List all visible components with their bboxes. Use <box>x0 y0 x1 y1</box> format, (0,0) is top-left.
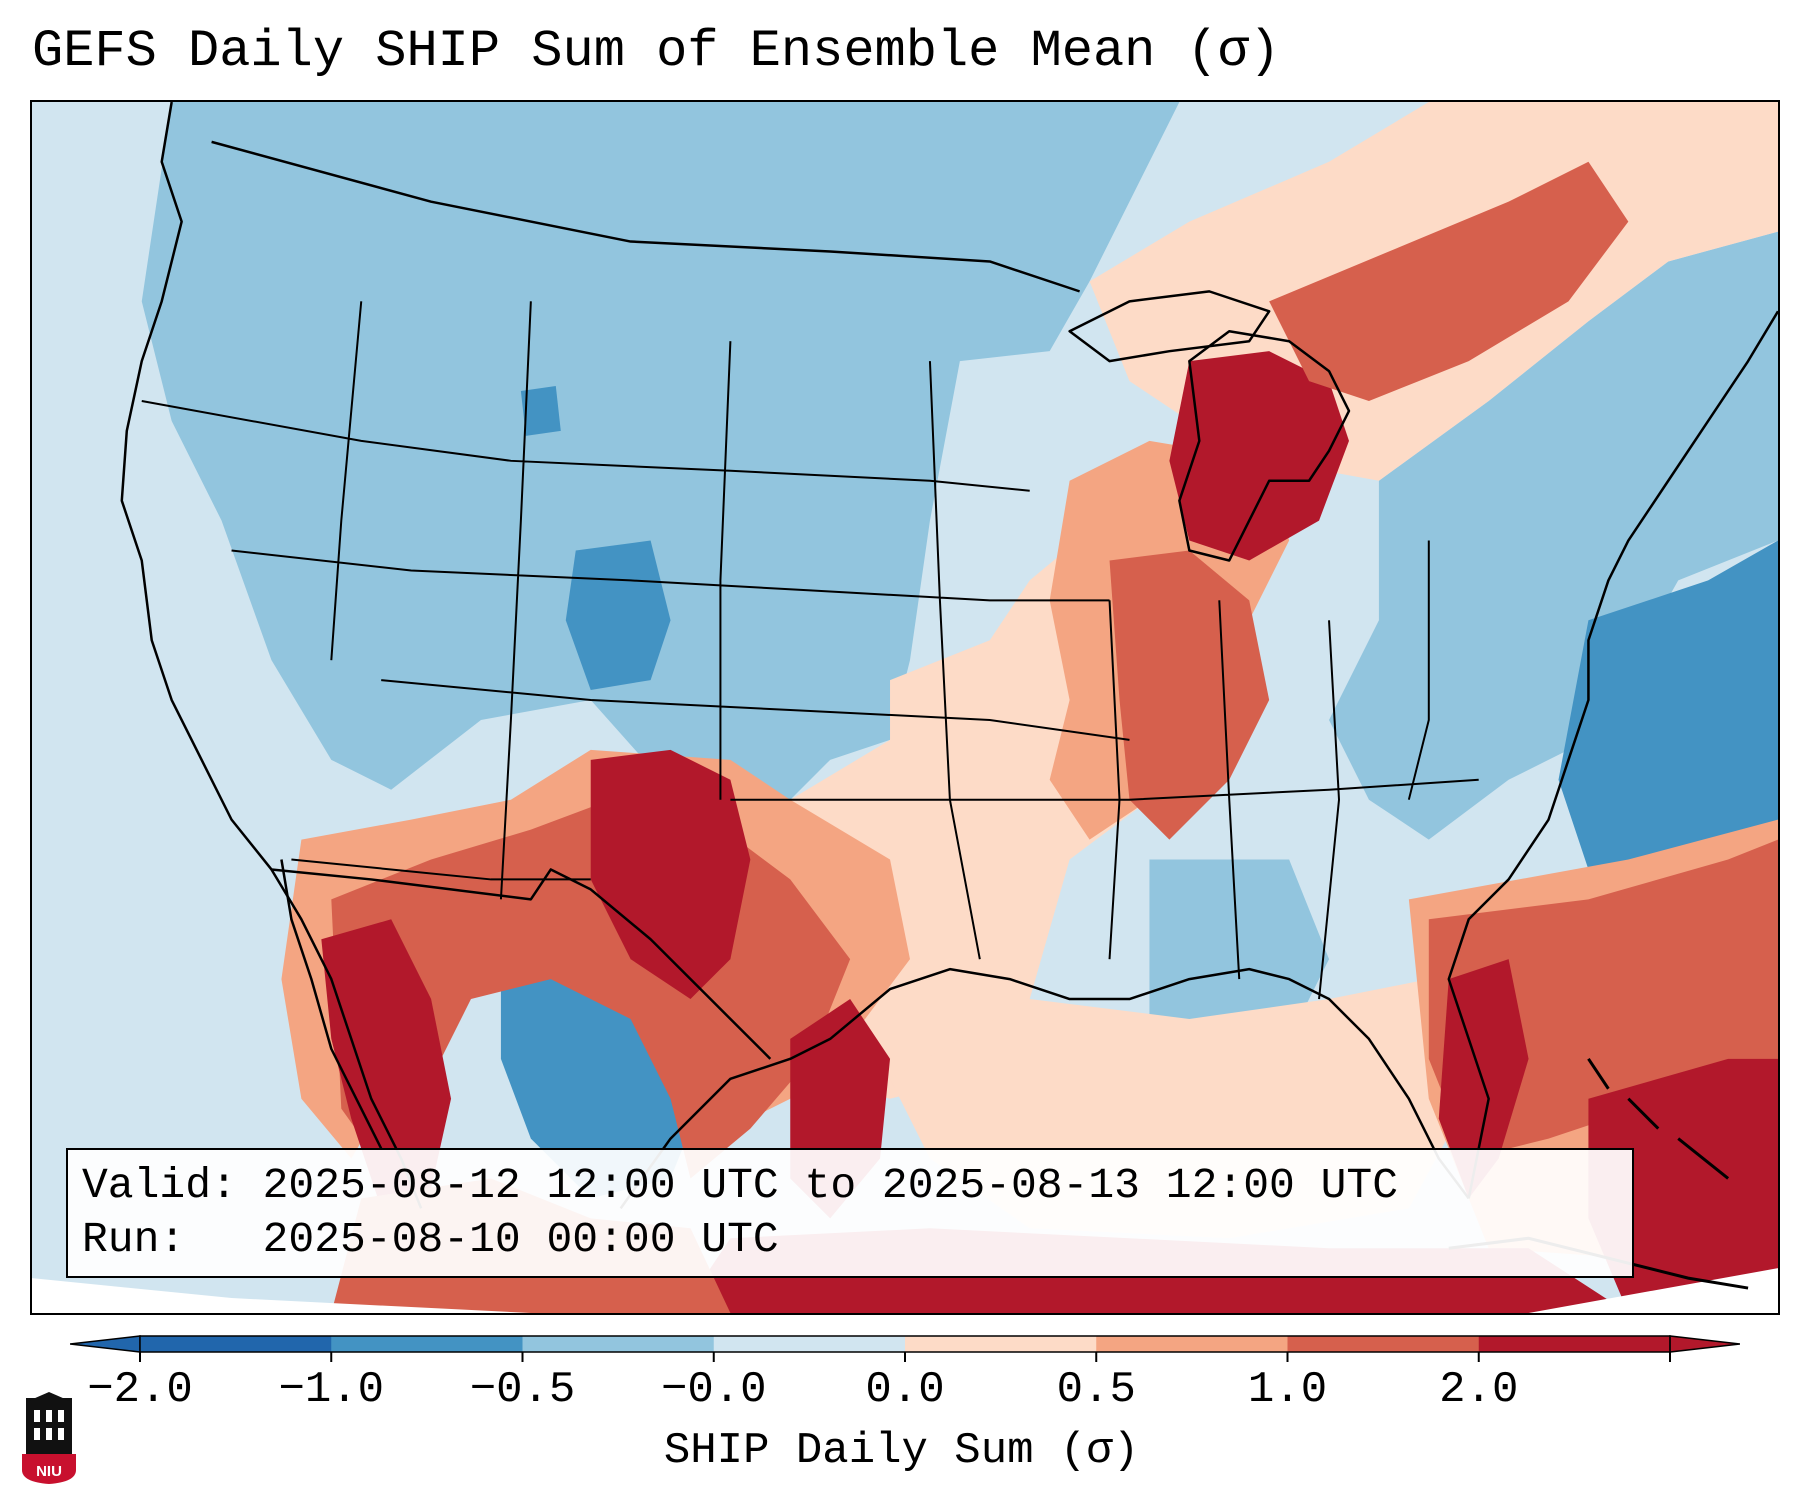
validity-info-box: Valid: 2025-08-12 12:00 UTC to 2025-08-1… <box>66 1148 1634 1278</box>
colorbar-tick-label: −2.0 <box>87 1365 193 1415</box>
logo-window-3 <box>58 1410 64 1422</box>
off-domain-corner <box>32 1278 531 1313</box>
colorbar-segment-4 <box>905 1336 1097 1352</box>
high-illinois-indiana <box>1109 550 1270 840</box>
baja-coastline <box>280 859 383 1150</box>
valid-time-line: Valid: 2025-08-12 12:00 UTC to 2025-08-1… <box>82 1161 1399 1210</box>
logo-tower-top <box>26 1392 72 1402</box>
logo-tower <box>26 1398 72 1454</box>
colorbar-segment-0 <box>140 1336 332 1352</box>
colorbar-segment-6 <box>1287 1336 1480 1352</box>
colorbar-segment-7 <box>1478 1336 1671 1352</box>
colorbar-extend-high <box>1669 1335 1741 1353</box>
low-wyoming-spot <box>520 386 561 436</box>
pacific-coastline <box>120 102 423 1209</box>
colorbar-segment-2 <box>522 1336 715 1352</box>
logo-window-4 <box>34 1428 40 1440</box>
ship-map <box>32 102 1778 1313</box>
below-normal-northwest <box>141 102 1180 800</box>
run-time-line: Run: 2025-08-10 00:00 UTC <box>82 1215 779 1264</box>
coastlines <box>120 102 1778 1210</box>
bahamas-outline <box>1587 1058 1730 1180</box>
colorbar-segment-3 <box>713 1336 906 1352</box>
colorbar-tick-label: 2.0 <box>1439 1365 1519 1415</box>
colorbar-tick-label: 0.5 <box>1056 1365 1136 1415</box>
colorbar-tick-label: −0.0 <box>660 1365 767 1415</box>
colorbar-segment-5 <box>1096 1336 1288 1352</box>
colorbar <box>69 1312 1741 1382</box>
low-atlantic <box>1558 540 1778 880</box>
logo-shield <box>22 1454 76 1484</box>
logo-window-1 <box>34 1410 40 1422</box>
high-michigan <box>1169 351 1349 561</box>
high-mexico-west <box>321 919 452 1209</box>
logo-window-6 <box>58 1428 64 1440</box>
map-panel <box>30 100 1780 1315</box>
colorbar-segment-1 <box>331 1336 523 1352</box>
high-new-mexico <box>590 749 751 1000</box>
great-lakes-outline <box>1178 329 1351 562</box>
canada-us-border <box>211 140 1080 293</box>
colorbar-tick-labels: −2.0 −1.0 −0.5 −0.0 0.0 0.5 1.0 2.0 <box>0 1365 1803 1415</box>
colorbar-tick-label: 0.0 <box>865 1365 945 1415</box>
high-caribbean <box>1588 1058 1778 1313</box>
logo-window-2 <box>46 1410 52 1422</box>
logo-text: NIU <box>36 1463 62 1480</box>
niu-logo-icon: NIU <box>22 1392 76 1484</box>
colorbar-tick-label: −1.0 <box>278 1365 385 1415</box>
atlantic-coastline <box>1447 310 1778 1199</box>
colorbar-label: SHIP Daily Sum (σ) <box>663 1426 1140 1476</box>
high-ontario <box>1269 161 1629 402</box>
lake-superior-outline <box>1068 290 1271 363</box>
colorbar-svg <box>69 1335 1741 1362</box>
below-normal-northeast <box>1329 231 1778 840</box>
logo-window-5 <box>46 1428 52 1440</box>
colorbar-extend-low <box>69 1335 141 1353</box>
colorbar-tick-label: 1.0 <box>1247 1365 1328 1415</box>
colorbar-tick-label: −0.5 <box>469 1365 576 1415</box>
gulf-coastline <box>619 967 1470 1210</box>
state-borders <box>141 301 1479 1000</box>
mexico-us-border <box>271 868 772 1060</box>
chart-title: GEFS Daily SHIP Sum of Ensemble Mean (σ) <box>32 22 1281 81</box>
state-border-lines <box>141 301 1479 1000</box>
